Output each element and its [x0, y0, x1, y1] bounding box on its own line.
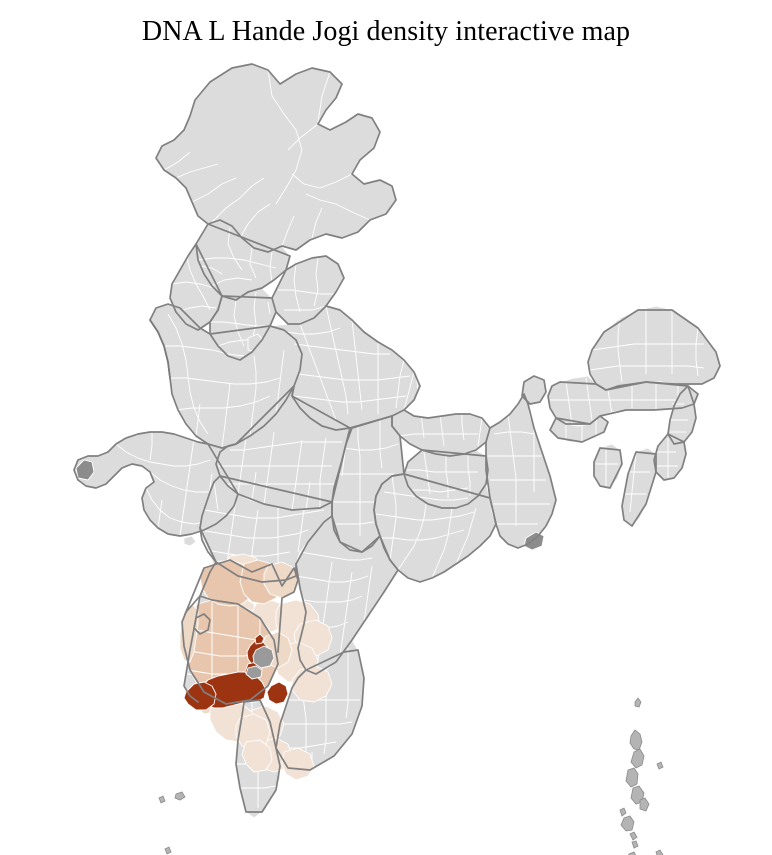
india-choropleth-map[interactable]	[0, 52, 772, 855]
lakshadweep-islands	[158, 791, 186, 855]
base-landmass-group	[73, 63, 721, 819]
andaman-nicobar-islands	[619, 697, 664, 855]
map-svg[interactable]	[0, 52, 772, 855]
state-borders-group	[73, 63, 721, 813]
page-title: DNA L Hande Jogi density interactive map	[141, 16, 631, 47]
